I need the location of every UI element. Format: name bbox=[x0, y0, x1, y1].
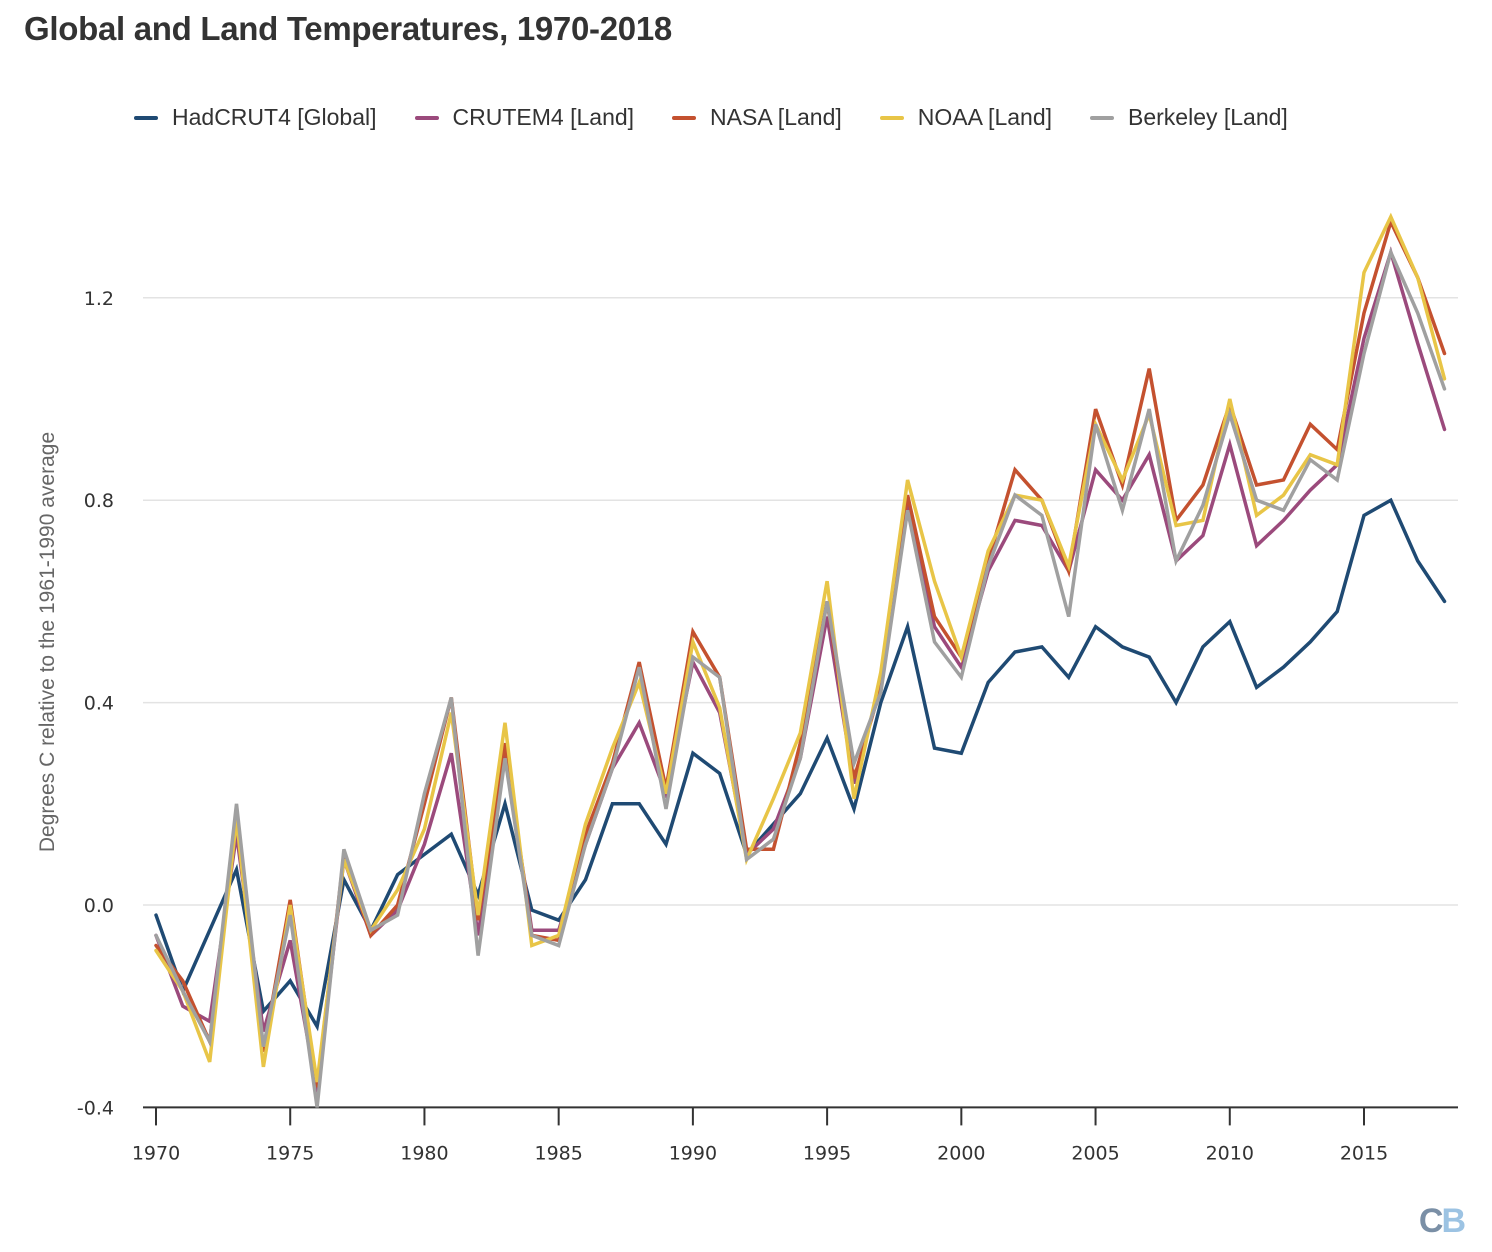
legend-item-nasa[interactable]: NASA [Land] bbox=[672, 104, 842, 131]
x-tick-label: 1975 bbox=[266, 1142, 314, 1164]
series-lines bbox=[154, 212, 1447, 1108]
logo-letter-c: C bbox=[1418, 1202, 1444, 1240]
x-axis: 1970 1975 1980 1985 1990 1995 2000 2005 2010 2015 bbox=[132, 1106, 1458, 1164]
legend-item-noaa[interactable]: NOAA [Land] bbox=[879, 104, 1052, 131]
legend-item-hadcrut4[interactable]: HadCRUT4 [Global] bbox=[134, 104, 377, 131]
carbon-brief-logo: CB bbox=[1418, 1202, 1466, 1241]
legend: HadCRUT4 [Global] CRUTEM4 [Land] NASA [L… bbox=[134, 104, 1288, 131]
legend-label-nasa: NASA [Land] bbox=[710, 104, 842, 130]
x-tick-label: 1980 bbox=[400, 1142, 448, 1164]
series-line-nasa[interactable] bbox=[154, 217, 1447, 1088]
legend-swatch-nasa bbox=[672, 115, 697, 120]
y-tick-label: 0.4 bbox=[84, 693, 114, 715]
chart-title: Global and Land Temperatures, 1970-2018 bbox=[24, 10, 672, 47]
legend-label-crutem4: CRUTEM4 [Land] bbox=[452, 104, 635, 130]
legend-swatch-berkeley bbox=[1090, 115, 1114, 120]
x-tick-label: 1970 bbox=[132, 1142, 180, 1164]
x-tick-label: 1990 bbox=[669, 1142, 717, 1164]
legend-swatch-hadcrut4 bbox=[134, 115, 158, 120]
legend-label-berkeley: Berkeley [Land] bbox=[1128, 104, 1288, 130]
legend-item-crutem4[interactable]: CRUTEM4 [Land] bbox=[414, 104, 635, 131]
legend-label-noaa: NOAA [Land] bbox=[917, 104, 1052, 130]
x-tick-label: 2000 bbox=[937, 1142, 985, 1164]
y-tick-label: 1.2 bbox=[84, 288, 114, 310]
x-tick-label: 1995 bbox=[803, 1142, 851, 1164]
y-tick-label: 0.8 bbox=[84, 490, 114, 512]
gridlines bbox=[143, 297, 1458, 906]
legend-label-hadcrut4: HadCRUT4 [Global] bbox=[172, 104, 377, 130]
y-tick-label: -0.4 bbox=[77, 1097, 114, 1119]
y-axis: -0.4 0.0 0.4 0.8 1.2 bbox=[77, 288, 114, 1120]
legend-swatch-noaa bbox=[879, 115, 904, 120]
logo-letter-b: B bbox=[1441, 1202, 1466, 1240]
y-axis-title: Degrees C relative to the 1961-1990 aver… bbox=[36, 432, 59, 852]
x-tick-label: 1985 bbox=[534, 1142, 582, 1164]
x-tick-label: 2005 bbox=[1071, 1142, 1119, 1164]
y-tick-label: 0.0 bbox=[84, 895, 114, 917]
series-line-berkeley[interactable] bbox=[154, 247, 1447, 1108]
legend-item-berkeley[interactable]: Berkeley [Land] bbox=[1090, 104, 1288, 131]
x-tick-label: 2010 bbox=[1206, 1142, 1254, 1164]
legend-swatch-crutem4 bbox=[414, 115, 439, 120]
series-line-noaa[interactable] bbox=[154, 212, 1447, 1083]
x-tick-label: 2015 bbox=[1340, 1142, 1388, 1164]
